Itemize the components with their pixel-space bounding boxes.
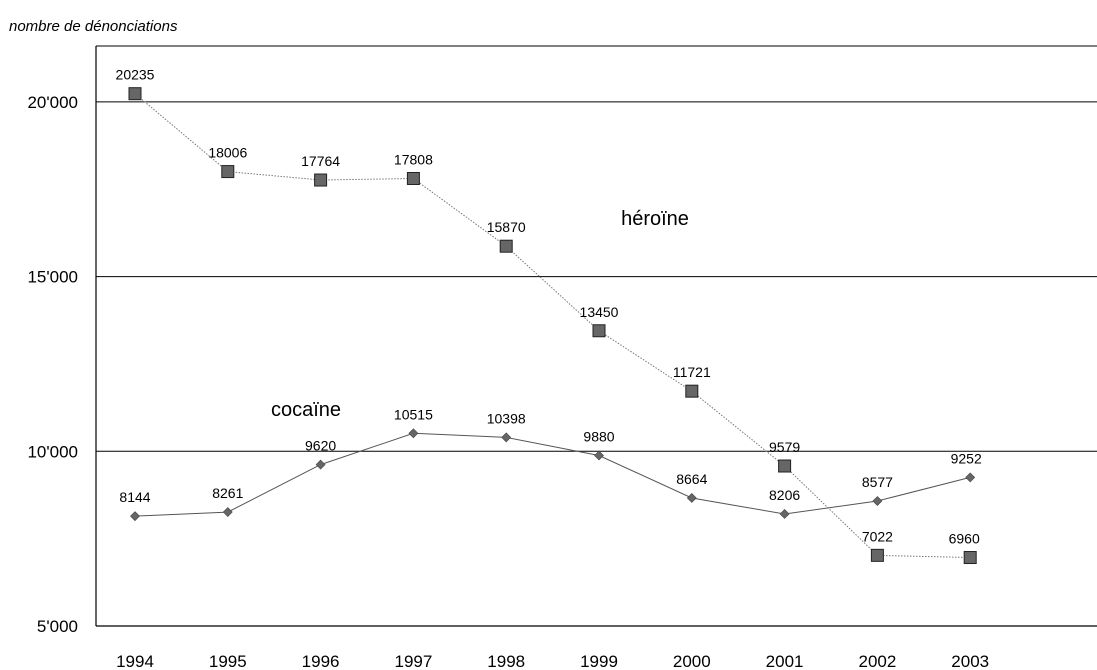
data-point-marker	[685, 384, 699, 398]
data-label: 17808	[394, 151, 433, 167]
data-label: 15870	[487, 219, 526, 235]
data-point-marker	[221, 165, 235, 179]
data-point-marker	[965, 472, 976, 483]
data-label: 10515	[394, 406, 433, 422]
x-tick-label: 2001	[766, 652, 804, 670]
data-label: 8664	[676, 471, 707, 487]
data-label: 13450	[580, 304, 619, 320]
data-point-marker	[499, 239, 513, 253]
y-tick-label: 20'000	[27, 93, 78, 112]
series-name-label: cocaïne	[271, 399, 341, 421]
y-tick-labels: 5'000 10'000 15'000 20'000	[27, 93, 78, 636]
y-tick-label: 10'000	[27, 442, 78, 461]
x-tick-label: 2003	[951, 652, 989, 670]
data-label: 9620	[305, 438, 336, 454]
x-tick-label: 2002	[858, 652, 896, 670]
data-point-marker	[315, 459, 326, 470]
data-point-marker	[501, 432, 512, 443]
data-label: 18006	[208, 145, 247, 161]
x-tick-label: 1995	[209, 652, 247, 670]
data-point-marker	[686, 493, 697, 503]
x-tick-label: 1999	[580, 652, 618, 670]
data-label: 9579	[769, 439, 800, 455]
series-line	[134, 93, 971, 558]
data-label: 10398	[487, 410, 526, 426]
data-label: 7022	[862, 528, 893, 544]
data-point-marker	[406, 171, 420, 185]
data-label: 9880	[583, 428, 614, 444]
data-label: 6960	[949, 531, 980, 547]
data-point-marker	[592, 324, 606, 338]
gridlines	[96, 101, 1097, 452]
data-label: 8144	[119, 489, 150, 505]
data-label: 8261	[212, 485, 243, 501]
y-axis-label: nombre de dénonciations	[9, 18, 178, 35]
data-point-marker	[872, 496, 883, 506]
data-label: 9252	[951, 450, 982, 466]
data-point-marker	[222, 507, 233, 517]
axes	[95, 45, 1097, 627]
y-tick-label: 15'000	[27, 268, 78, 287]
data-point-marker	[594, 450, 604, 461]
data-label: 8206	[769, 487, 800, 503]
data-label: 11721	[673, 364, 711, 380]
x-tick-label: 1997	[394, 652, 432, 670]
data-point-marker	[778, 459, 792, 473]
data-label: 20235	[116, 67, 155, 83]
x-tick-label: 1998	[487, 652, 525, 670]
x-tick-label: 2000	[673, 652, 711, 670]
x-tick-label: 1996	[302, 652, 340, 670]
x-tick-labels: 1994 1995 1996 1997 1998 1999 2000 2001 2002 2003	[116, 652, 989, 670]
x-tick-label: 1994	[116, 652, 154, 670]
series-cocaine: 8144 8261 9620 10515 10398 9880 8664 8206 8577 92…	[119, 399, 982, 522]
data-point-marker	[128, 87, 142, 101]
data-label: 17764	[301, 153, 340, 169]
data-point-marker	[870, 548, 884, 562]
data-point-marker	[314, 173, 328, 187]
series-heroine: 20235 18006 17764 17808 15870 13450 11721 9579 7…	[116, 67, 980, 565]
series-name-label: héroïne	[621, 208, 689, 230]
data-point-marker	[963, 551, 977, 565]
data-point-marker	[779, 509, 790, 519]
y-tick-label: 5'000	[37, 617, 78, 636]
data-point-marker	[408, 428, 419, 439]
data-point-marker	[130, 511, 140, 522]
series-line	[134, 432, 971, 517]
series-group: 20235 18006 17764 17808 15870 13450 11721 9579 7…	[116, 67, 982, 565]
data-label: 8577	[862, 474, 893, 490]
